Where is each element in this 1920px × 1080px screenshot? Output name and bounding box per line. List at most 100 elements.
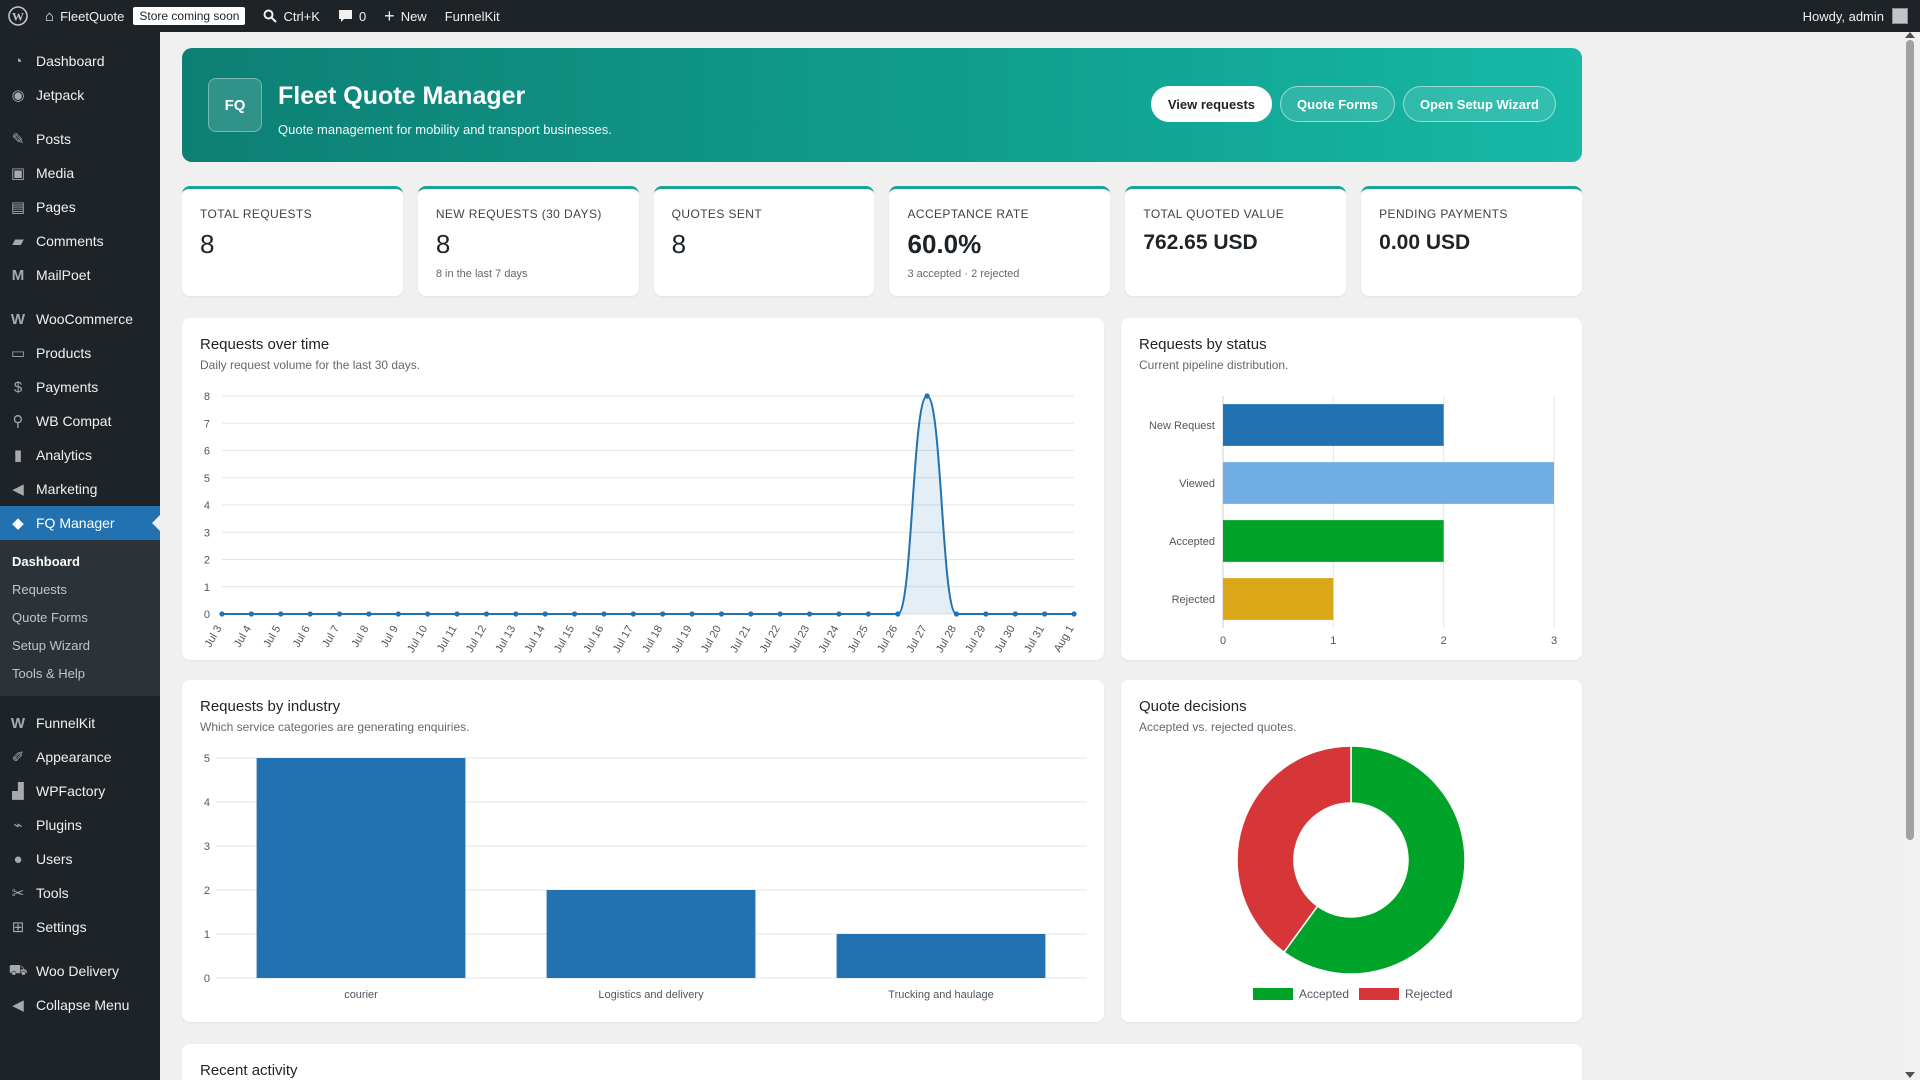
menu-funnelkit[interactable]: W FunnelKit [0, 706, 160, 740]
x-tick-label: Jul 24 [816, 624, 841, 655]
menu-woocommerce[interactable]: W WooCommerce [0, 302, 160, 336]
menu-posts[interactable]: ✎ Posts [0, 122, 160, 156]
menu-label: Comments [36, 233, 104, 249]
site-name: FleetQuote [60, 8, 125, 24]
page-title: Fleet Quote Manager [278, 82, 526, 110]
scrollbar-thumb[interactable] [1906, 40, 1914, 840]
menu-users[interactable]: ● Users [0, 842, 160, 876]
legend-label: Accepted [1299, 987, 1349, 1001]
menu-products[interactable]: ▭ Products [0, 336, 160, 370]
panel-subtitle: Which service categories are generating … [200, 720, 470, 734]
menu-settings[interactable]: ⊞ Settings [0, 910, 160, 944]
fq-manager-submenu: Dashboard Requests Quote Forms Setup Wiz… [0, 540, 160, 696]
submenu-requests[interactable]: Requests [12, 581, 67, 597]
menu-collapse[interactable]: ◀ Collapse Menu [0, 988, 160, 1022]
menu-label: Pages [36, 199, 76, 215]
x-tick-label: Jul 15 [552, 624, 577, 655]
x-tick-label: Jul 18 [640, 624, 665, 655]
account-menu[interactable]: Howdy, admin [1794, 0, 1920, 32]
menu-mailpoet[interactable]: M MailPoet [0, 258, 160, 292]
data-point [366, 611, 372, 617]
quote-decisions-panel: Quote decisions Accepted vs. rejected qu… [1121, 680, 1582, 1022]
wordpress-logo-icon[interactable]: W [0, 0, 36, 32]
menu-comments[interactable]: ▰ Comments [0, 224, 160, 258]
bar [546, 890, 756, 978]
menu-label: Woo Delivery [36, 963, 119, 979]
stats-row: Total requests 8 New requests (30 days) … [182, 186, 1582, 296]
x-tick-label: Jul 30 [993, 624, 1018, 655]
y-tick-label: 6 [204, 446, 210, 458]
page-scrollbar[interactable] [1900, 32, 1920, 1080]
x-tick-label: Jul 19 [670, 624, 695, 655]
x-tick-label: 0 [1220, 635, 1226, 647]
panel-title: Requests over time [200, 336, 330, 353]
menu-wpfactory[interactable]: ▟ WPFactory [0, 774, 160, 808]
menu-tools[interactable]: ✂ Tools [0, 876, 160, 910]
quote-decisions-chart: Accepted Rejected [1236, 745, 1466, 1001]
data-point [278, 611, 284, 617]
menu-label: Tools [36, 885, 69, 901]
quote-forms-button[interactable]: Quote Forms [1280, 86, 1395, 122]
user-icon: ● [13, 850, 23, 868]
open-setup-wizard-button[interactable]: Open Setup Wizard [1402, 86, 1556, 122]
data-point [1012, 611, 1018, 617]
requests-by-status-chart: 0 1 2 3 New Request Viewed Accepted Rejected [1149, 396, 1557, 647]
greeting: Howdy, admin [1802, 8, 1884, 24]
menu-media[interactable]: ▣ Media [0, 156, 160, 190]
comments-link[interactable]: 0 [329, 0, 375, 32]
scroll-up-arrow-icon[interactable] [1905, 32, 1915, 38]
menu-label: Payments [36, 379, 99, 395]
legend-swatch [1359, 988, 1399, 1000]
funnelkit-link[interactable]: FunnelKit [436, 0, 509, 32]
submenu-quote-forms[interactable]: Quote Forms [12, 609, 88, 625]
menu-fq-manager[interactable]: ◆ FQ Manager [0, 506, 160, 540]
bar [1223, 578, 1334, 620]
data-point [219, 611, 225, 617]
menu-jetpack[interactable]: ◉ Jetpack [0, 78, 160, 112]
menu-woo-delivery[interactable]: ⛟ Woo Delivery [0, 954, 160, 988]
search-icon [263, 9, 278, 23]
x-tick-label: Jul 16 [581, 624, 606, 655]
y-tick-label: 5 [204, 473, 210, 485]
command-palette-button[interactable]: Ctrl+K [254, 0, 328, 32]
menu-plugins[interactable]: ⌁ Plugins [0, 808, 160, 842]
x-tick-label: Jul 5 [261, 624, 283, 650]
new-content-link[interactable]: + New [375, 0, 436, 32]
y-tick-label: 0 [204, 973, 210, 985]
dashboard-icon: ◔ [13, 52, 23, 70]
data-point [307, 611, 313, 617]
menu-pages[interactable]: ▤ Pages [0, 190, 160, 224]
menu-appearance[interactable]: ✐ Appearance [0, 740, 160, 774]
store-status[interactable]: Store coming soon [133, 0, 254, 32]
archive-icon: ▭ [10, 345, 26, 362]
menu-label: WB Compat [36, 413, 112, 429]
scroll-down-arrow-icon[interactable] [1905, 1072, 1915, 1078]
store-coming-soon-badge: Store coming soon [133, 7, 246, 25]
menu-dashboard[interactable]: ◔ Dashboard [0, 44, 160, 78]
wrench-icon: ✂ [11, 885, 25, 902]
site-name-link[interactable]: ⌂ FleetQuote [36, 0, 133, 32]
x-tick-label: Aug 1 [1052, 624, 1077, 655]
cart-icon: ⛟ [8, 961, 28, 979]
menu-wb-compat[interactable]: ⚲ WB Compat [0, 404, 160, 438]
submenu-tools-help[interactable]: Tools & Help [12, 665, 85, 681]
submenu-dashboard[interactable]: Dashboard [12, 553, 80, 569]
stat-note: 3 accepted · 2 rejected [907, 268, 1020, 280]
menu-payments[interactable]: $ Payments [0, 370, 160, 404]
menu-analytics[interactable]: ▮ Analytics [0, 438, 160, 472]
requests-by-industry-chart: 0 1 2 3 4 5 courier Logistics and delivery Truck… [204, 753, 1086, 1001]
submenu-setup-wizard[interactable]: Setup Wizard [12, 637, 91, 653]
x-tick-label: Jul 8 [349, 624, 371, 650]
search-shortcut: Ctrl+K [283, 8, 320, 24]
view-requests-button[interactable]: View requests [1150, 86, 1273, 122]
data-point [806, 611, 813, 617]
data-point [748, 611, 754, 617]
settings-icon: ⊞ [11, 919, 25, 936]
plus-icon: + [384, 6, 395, 26]
comment-icon: ▰ [12, 233, 24, 250]
x-tick-label: Jul 13 [493, 624, 518, 655]
data-point [454, 611, 460, 617]
stat-card-new-requests: New requests (30 days) 8 8 in the last 7… [417, 186, 639, 296]
menu-marketing[interactable]: ◀ Marketing [0, 472, 160, 506]
y-tick-label: 2 [204, 885, 210, 897]
